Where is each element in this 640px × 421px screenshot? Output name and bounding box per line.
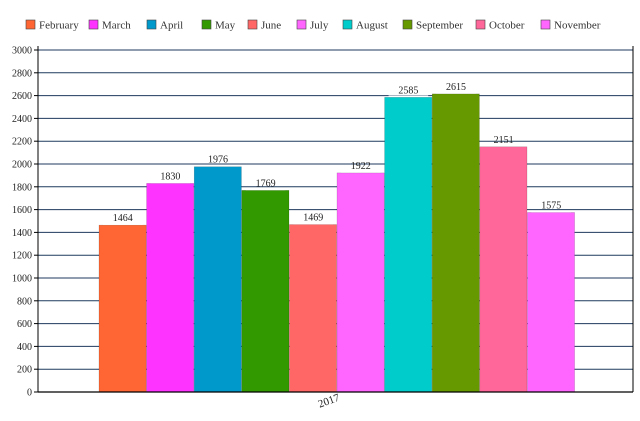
legend-label-july: July bbox=[310, 20, 329, 32]
bar-august bbox=[384, 97, 433, 393]
bar-september bbox=[431, 93, 480, 393]
legend-swatch-february bbox=[25, 19, 36, 30]
axes: 0 200 400 600 800 1000 1200 1400 1600 1800 2000 220… bbox=[12, 46, 634, 411]
legend: February March April May June July August Septe… bbox=[25, 19, 601, 32]
bars bbox=[98, 93, 575, 393]
bar-may bbox=[241, 190, 290, 393]
legend-swatch-august bbox=[342, 19, 353, 30]
legend-label-april: April bbox=[160, 20, 183, 32]
y-tick-label: 1200 bbox=[12, 251, 32, 262]
legend-label-june: June bbox=[261, 20, 281, 32]
bar-june bbox=[289, 224, 337, 393]
y-tick-label: 1600 bbox=[12, 205, 32, 216]
legend-swatch-november bbox=[540, 19, 551, 30]
legend-swatch-may bbox=[201, 19, 212, 30]
legend-label-september: September bbox=[416, 20, 463, 32]
data-label-june: 1469 bbox=[303, 213, 323, 224]
bar-july bbox=[336, 172, 385, 393]
y-tick-label: 1400 bbox=[12, 228, 32, 239]
legend-label-february: February bbox=[39, 20, 79, 32]
legend-swatch-july bbox=[296, 19, 307, 30]
bar-march bbox=[146, 183, 195, 393]
legend-swatch-september bbox=[402, 19, 413, 30]
legend-label-october: October bbox=[489, 20, 525, 32]
y-tick-label: 600 bbox=[17, 319, 32, 330]
y-tick-label: 1800 bbox=[12, 182, 32, 193]
legend-label-march: March bbox=[102, 20, 131, 32]
bar-november bbox=[527, 212, 575, 393]
data-label-september: 2615 bbox=[446, 82, 466, 93]
y-tick-label: 2400 bbox=[12, 114, 32, 125]
legend-swatch-june bbox=[247, 19, 258, 30]
bar-october bbox=[479, 146, 528, 393]
legend-swatch-march bbox=[88, 19, 99, 30]
legend-label-august: August bbox=[356, 20, 388, 32]
y-tick-label: 3000 bbox=[12, 46, 32, 57]
data-label-march: 1830 bbox=[160, 171, 180, 182]
data-label-november: 1575 bbox=[541, 200, 561, 211]
y-tick-label: 1000 bbox=[12, 274, 32, 285]
data-label-february: 1464 bbox=[113, 213, 133, 224]
legend-label-may: May bbox=[215, 20, 236, 32]
data-label-july: 1922 bbox=[351, 161, 371, 172]
y-tick-label: 0 bbox=[27, 388, 32, 399]
data-label-may: 1769 bbox=[256, 178, 276, 189]
data-labels: 1464 1830 1976 1769 1469 1922 2585 2615 2151 1575 bbox=[103, 82, 571, 225]
y-tick-label: 2200 bbox=[12, 137, 32, 148]
data-label-october: 2151 bbox=[494, 135, 514, 146]
y-tick-label: 2800 bbox=[12, 68, 32, 79]
bar-february bbox=[98, 224, 147, 393]
y-tick-label: 400 bbox=[17, 342, 32, 353]
legend-swatch-april bbox=[146, 19, 157, 30]
legend-swatch-october bbox=[475, 19, 486, 30]
y-tick-label: 2600 bbox=[12, 91, 32, 102]
legend-label-november: November bbox=[554, 20, 601, 32]
y-tick-label: 2000 bbox=[12, 160, 32, 171]
x-category-label: 2017 bbox=[317, 392, 342, 411]
y-tick-label: 800 bbox=[17, 296, 32, 307]
y-tick-label: 200 bbox=[17, 365, 32, 376]
data-label-april: 1976 bbox=[208, 155, 228, 166]
data-label-august: 2585 bbox=[398, 85, 418, 96]
bar-april bbox=[193, 166, 242, 393]
